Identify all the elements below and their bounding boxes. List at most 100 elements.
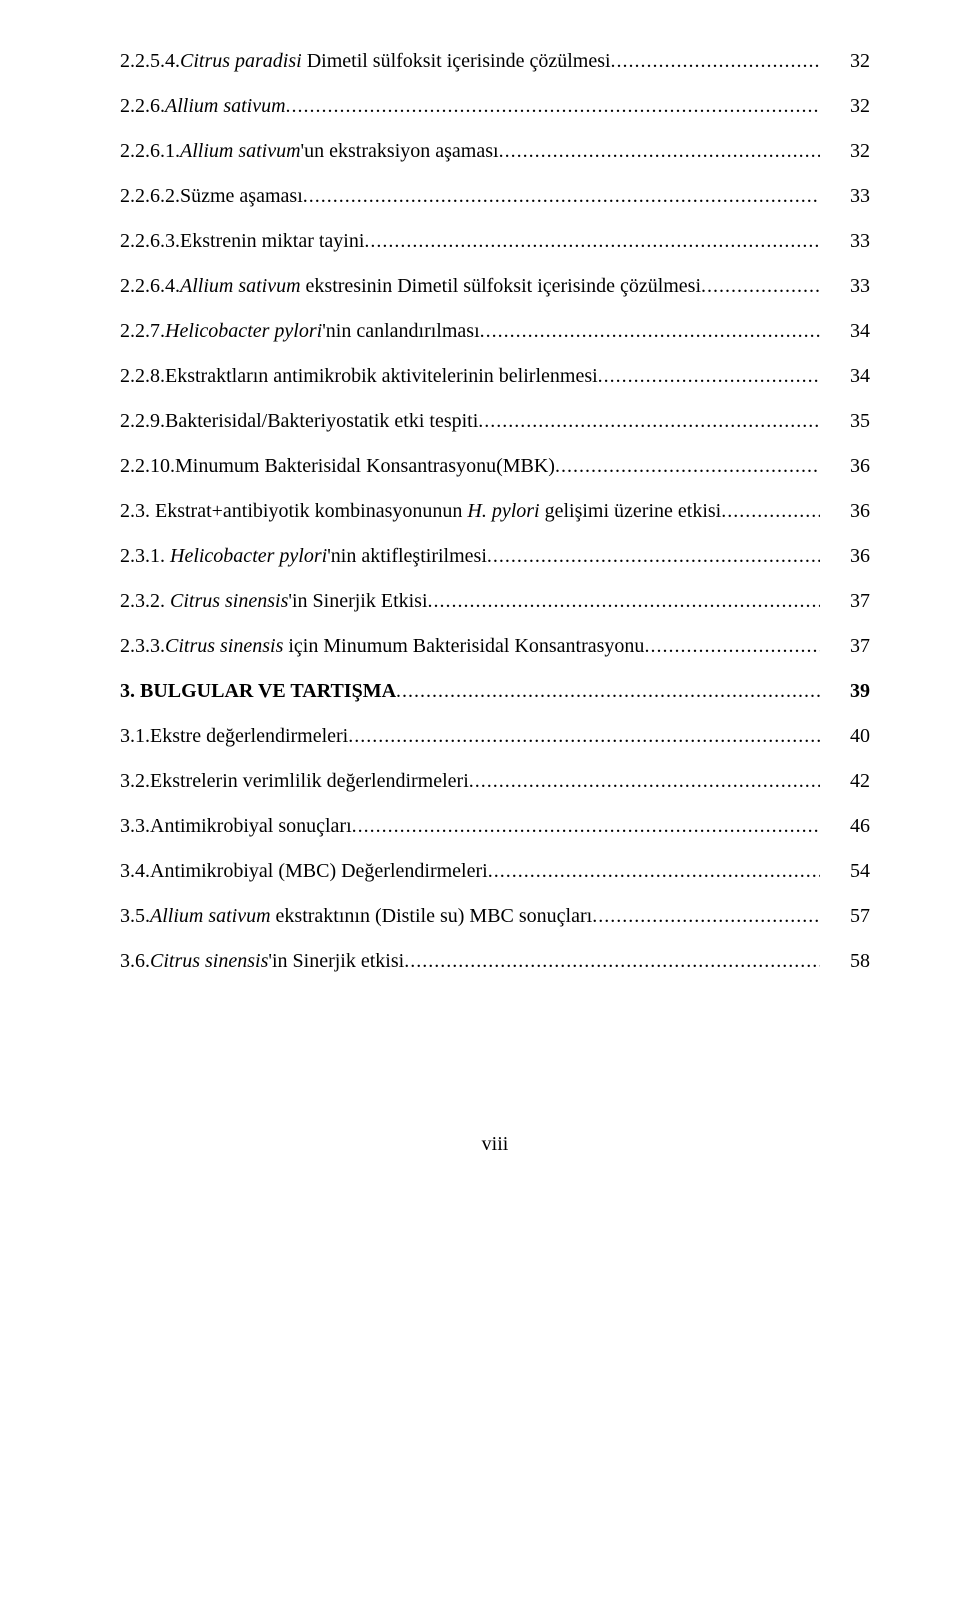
toc-entry-number: 2.3. — [120, 500, 155, 522]
toc-entry-label: 2.3.2. Citrus sinensis'in Sinerjik Etkis… — [120, 590, 428, 613]
toc-entry-text: için Minumum Bakterisidal Konsantrasyonu — [283, 635, 644, 657]
toc-entry-italic: Citrus sinensis — [165, 635, 283, 657]
toc-leader-dots — [555, 455, 820, 478]
toc-leader-dots — [364, 230, 820, 253]
toc-row: 3. BULGULAR VE TARTIŞMA39 — [120, 680, 870, 703]
toc-entry-page: 37 — [820, 635, 870, 658]
toc-leader-dots — [480, 320, 820, 343]
toc-entry-label: 3.5.Allium sativum ekstraktının (Distile… — [120, 905, 592, 928]
toc-entry-text: Ekstre değerlendirmeleri — [150, 725, 348, 747]
toc-leader-dots — [428, 590, 820, 613]
toc-row: 2.2.6.3.Ekstrenin miktar tayini 33 — [120, 230, 870, 253]
toc-entry-text: Dimetil sülfoksit içerisinde çözülmesi — [302, 50, 611, 72]
toc-row: 2.3. Ekstrat+antibiyotik kombinasyonunun… — [120, 500, 870, 523]
toc-entry-number: 2.2.7. — [120, 320, 165, 342]
toc-row: 3.6.Citrus sinensis'in Sinerjik etkisi 58 — [120, 950, 870, 973]
toc-leader-dots — [286, 95, 820, 118]
toc-entry-text: ekstresinin Dimetil sülfoksit içerisinde… — [301, 275, 701, 297]
toc-entry-text: 'nin canlandırılması — [322, 320, 479, 342]
toc-leader-dots — [352, 815, 820, 838]
table-of-contents: 2.2.5.4.Citrus paradisi Dimetil sülfoksi… — [120, 50, 870, 973]
toc-entry-label: 3.6.Citrus sinensis'in Sinerjik etkisi — [120, 950, 404, 973]
toc-entry-page: 33 — [820, 185, 870, 208]
toc-leader-dots — [404, 950, 820, 973]
toc-entry-text: Antimikrobiyal (MBC) Değerlendirmeleri — [150, 860, 488, 882]
toc-entry-number: 2.2.6.2. — [120, 185, 180, 207]
toc-entry-text: 'in Sinerjik Etkisi — [288, 590, 427, 612]
toc-entry-italic: Helicobacter pylori — [165, 320, 322, 342]
toc-entry-italic: Allium sativum — [180, 140, 301, 162]
toc-entry-number: 2.3.3. — [120, 635, 165, 657]
toc-row: 2.2.6.Allium sativum32 — [120, 95, 870, 118]
toc-row: 2.2.5.4.Citrus paradisi Dimetil sülfoksi… — [120, 50, 870, 73]
toc-entry-text: gelişimi üzerine etkisi — [540, 500, 722, 522]
toc-entry-number: 3.2. — [120, 770, 150, 792]
toc-leader-dots — [303, 185, 820, 208]
toc-entry-page: 33 — [820, 230, 870, 253]
toc-entry-label: 2.2.6.1.Allium sativum'un ekstraksiyon a… — [120, 140, 499, 163]
toc-row: 2.2.6.1.Allium sativum'un ekstraksiyon a… — [120, 140, 870, 163]
toc-row: 3.3.Antimikrobiyal sonuçları 46 — [120, 815, 870, 838]
toc-leader-dots — [598, 365, 820, 388]
toc-entry-label: 3.3.Antimikrobiyal sonuçları — [120, 815, 352, 838]
toc-leader-dots — [701, 275, 820, 298]
toc-row: 2.2.10.Minumum Bakterisidal Konsantrasyo… — [120, 455, 870, 478]
toc-entry-number: 3.3. — [120, 815, 150, 837]
toc-entry-page: 34 — [820, 365, 870, 388]
toc-entry-italic: Citrus paradisi — [180, 50, 302, 72]
toc-entry-page: 46 — [820, 815, 870, 838]
toc-entry-italic: Citrus sinensis — [150, 950, 268, 972]
toc-row: 3.2.Ekstrelerin verimlilik değerlendirme… — [120, 770, 870, 793]
toc-entry-page: 40 — [820, 725, 870, 748]
toc-entry-number: 2.2.5.4. — [120, 50, 180, 72]
toc-entry-label: 2.3.3.Citrus sinensis için Minumum Bakte… — [120, 635, 644, 658]
toc-row: 3.4.Antimikrobiyal (MBC) Değerlendirmele… — [120, 860, 870, 883]
toc-leader-dots — [592, 905, 820, 928]
toc-entry-page: 36 — [820, 545, 870, 568]
toc-entry-page: 58 — [820, 950, 870, 973]
toc-entry-label: 2.2.8.Ekstraktların antimikrobik aktivit… — [120, 365, 598, 388]
toc-entry-text: Ekstrenin miktar tayini — [180, 230, 364, 252]
toc-leader-dots — [499, 140, 820, 163]
toc-entry-number: 3. — [120, 680, 140, 702]
toc-leader-dots — [469, 770, 820, 793]
toc-row: 2.2.7.Helicobacter pylori'nin canlandırı… — [120, 320, 870, 343]
toc-entry-number: 2.2.6.3. — [120, 230, 180, 252]
toc-entry-number: 2.2.8. — [120, 365, 165, 387]
toc-leader-dots — [488, 860, 820, 883]
toc-entry-page: 39 — [820, 680, 870, 703]
toc-entry-number: 3.1. — [120, 725, 150, 747]
toc-entry-label: 2.2.6.2.Süzme aşaması — [120, 185, 303, 208]
toc-entry-italic: Allium sativum — [165, 95, 286, 117]
toc-leader-dots — [487, 545, 820, 568]
toc-entry-italic: Citrus sinensis — [170, 590, 288, 612]
toc-entry-text: Ekstraktların antimikrobik aktivitelerin… — [165, 365, 598, 387]
toc-entry-number: 2.2.9. — [120, 410, 165, 432]
toc-entry-text: Bakterisidal/Bakteriyostatik etki tespit… — [165, 410, 478, 432]
toc-entry-page: 32 — [820, 140, 870, 163]
toc-entry-label: 2.2.6.4.Allium sativum ekstresinin Dimet… — [120, 275, 701, 298]
page-number-footer: viii — [120, 1133, 870, 1156]
toc-entry-text: Süzme aşaması — [180, 185, 303, 207]
toc-entry-italic: Helicobacter pylori — [170, 545, 327, 567]
toc-entry-number: 2.3.1. — [120, 545, 170, 567]
toc-row: 2.2.9.Bakterisidal/Bakteriyostatik etki … — [120, 410, 870, 433]
toc-entry-page: 33 — [820, 275, 870, 298]
toc-entry-number: 2.3.2. — [120, 590, 170, 612]
toc-entry-page: 36 — [820, 500, 870, 523]
toc-entry-label: 3.1.Ekstre değerlendirmeleri — [120, 725, 348, 748]
toc-entry-text: Antimikrobiyal sonuçları — [150, 815, 352, 837]
toc-entry-page: 42 — [820, 770, 870, 793]
toc-row: 2.3.2. Citrus sinensis'in Sinerjik Etkis… — [120, 590, 870, 613]
toc-entry-italic: Allium sativum — [150, 905, 271, 927]
toc-entry-label: 3.4.Antimikrobiyal (MBC) Değerlendirmele… — [120, 860, 488, 883]
toc-entry-page: 32 — [820, 95, 870, 118]
toc-entry-text: 'in Sinerjik etkisi — [268, 950, 404, 972]
toc-entry-page: 36 — [820, 455, 870, 478]
toc-entry-label: 2.2.5.4.Citrus paradisi Dimetil sülfoksi… — [120, 50, 611, 73]
toc-row: 3.5.Allium sativum ekstraktının (Distile… — [120, 905, 870, 928]
toc-row: 2.2.8.Ekstraktların antimikrobik aktivit… — [120, 365, 870, 388]
toc-entry-label: 2.3. Ekstrat+antibiyotik kombinasyonunun… — [120, 500, 721, 523]
toc-row: 2.2.6.4.Allium sativum ekstresinin Dimet… — [120, 275, 870, 298]
toc-entry-text: Ekstrelerin verimlilik değerlendirmeleri — [150, 770, 469, 792]
